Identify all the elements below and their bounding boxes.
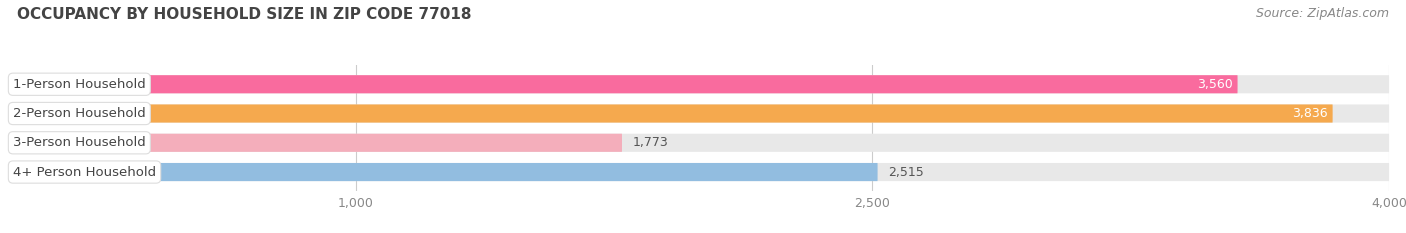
Text: 3,560: 3,560 [1197,78,1233,91]
Text: 1-Person Household: 1-Person Household [13,78,146,91]
Text: 3-Person Household: 3-Person Household [13,136,146,149]
FancyBboxPatch shape [11,163,877,181]
Text: 2,515: 2,515 [889,165,924,178]
FancyBboxPatch shape [11,163,1389,181]
FancyBboxPatch shape [11,104,1333,123]
FancyBboxPatch shape [11,134,1389,152]
FancyBboxPatch shape [11,75,1389,93]
FancyBboxPatch shape [11,75,1237,93]
FancyBboxPatch shape [11,134,621,152]
Text: 4+ Person Household: 4+ Person Household [13,165,156,178]
Text: 3,836: 3,836 [1292,107,1327,120]
Text: Source: ZipAtlas.com: Source: ZipAtlas.com [1256,7,1389,20]
Text: 1,773: 1,773 [633,136,668,149]
Text: 2-Person Household: 2-Person Household [13,107,146,120]
Text: OCCUPANCY BY HOUSEHOLD SIZE IN ZIP CODE 77018: OCCUPANCY BY HOUSEHOLD SIZE IN ZIP CODE … [17,7,471,22]
FancyBboxPatch shape [11,104,1389,123]
